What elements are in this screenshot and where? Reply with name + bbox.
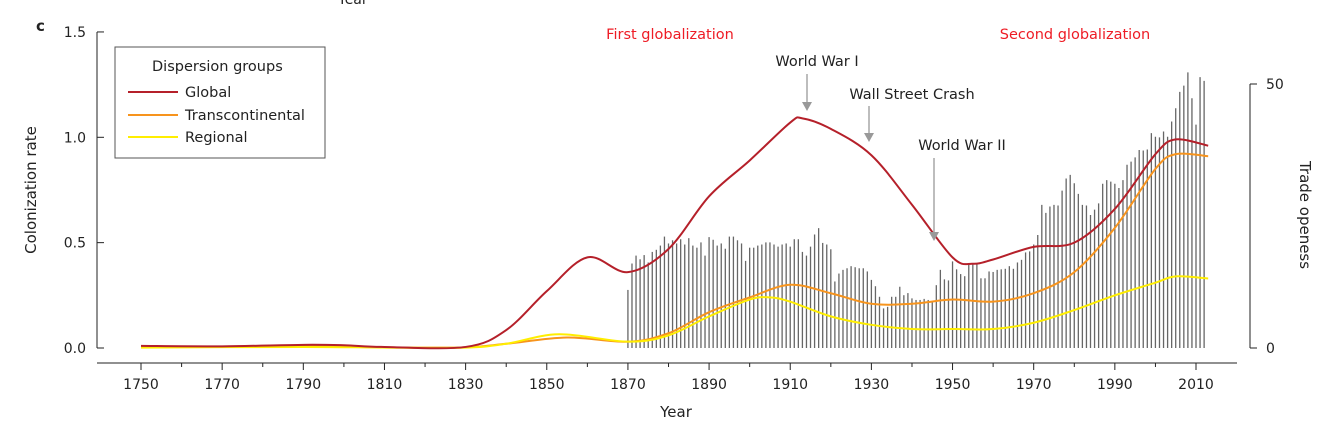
x-tick-label: 1930 bbox=[854, 377, 890, 393]
cropped-top-label: Year bbox=[337, 0, 368, 8]
y2-tick-label: 50 bbox=[1266, 77, 1284, 93]
x-tick-label: 1750 bbox=[123, 377, 159, 393]
annotation-second-globalization: Second globalization bbox=[1000, 27, 1151, 43]
x-tick-label: 1910 bbox=[772, 377, 808, 393]
y-tick-label: 1.5 bbox=[64, 25, 86, 41]
panel-label: c bbox=[36, 17, 45, 35]
series-line-global bbox=[140, 116, 1209, 350]
annotation-world-war-1: World War I bbox=[775, 54, 858, 70]
x-tick-label: 2010 bbox=[1178, 377, 1214, 393]
x-tick-label: 1850 bbox=[529, 377, 565, 393]
x-axis-label: Year bbox=[659, 403, 693, 421]
y-tick-label: 1.0 bbox=[64, 130, 86, 146]
arrow-head-icon bbox=[864, 133, 874, 142]
y-axis-label: Colonization rate bbox=[22, 126, 40, 254]
y-tick-label: 0.5 bbox=[64, 236, 86, 252]
legend-label-global: Global bbox=[185, 85, 231, 101]
axes: 1750 1770 1790 1810 1830 1850 1870 1890 1910 1930… bbox=[64, 25, 1284, 393]
x-tick-label: 1890 bbox=[691, 377, 727, 393]
arrow-head-icon bbox=[802, 102, 812, 111]
annotation-first-globalization: First globalization bbox=[606, 27, 734, 43]
y-tick-label: 0.0 bbox=[64, 341, 86, 357]
x-tick-label: 1970 bbox=[1016, 377, 1052, 393]
series-lines bbox=[140, 116, 1209, 350]
x-tick-label: 1770 bbox=[204, 377, 240, 393]
x-tick-label: 1950 bbox=[935, 377, 971, 393]
trade-openness-bars bbox=[627, 72, 1205, 348]
x-tick-label: 1990 bbox=[1097, 377, 1133, 393]
legend-title: Dispersion groups bbox=[152, 59, 283, 75]
legend-box bbox=[114, 46, 326, 159]
annotation-world-war-2: World War II bbox=[918, 138, 1006, 154]
annotation-wall-street-crash: Wall Street Crash bbox=[849, 87, 974, 103]
x-tick-label: 1790 bbox=[285, 377, 321, 393]
arrow-head-icon bbox=[929, 232, 939, 241]
x-tick-label: 1830 bbox=[448, 377, 484, 393]
legend-label-transcontinental: Transcontinental bbox=[184, 108, 305, 124]
y2-tick-label: 0 bbox=[1266, 341, 1275, 357]
legend: Dispersion groups Global Transcontinenta… bbox=[114, 46, 326, 159]
y2-axis-label: Trade openess bbox=[1296, 160, 1314, 269]
x-tick-label: 1810 bbox=[367, 377, 403, 393]
legend-label-regional: Regional bbox=[185, 130, 248, 146]
x-tick-label: 1870 bbox=[610, 377, 646, 393]
